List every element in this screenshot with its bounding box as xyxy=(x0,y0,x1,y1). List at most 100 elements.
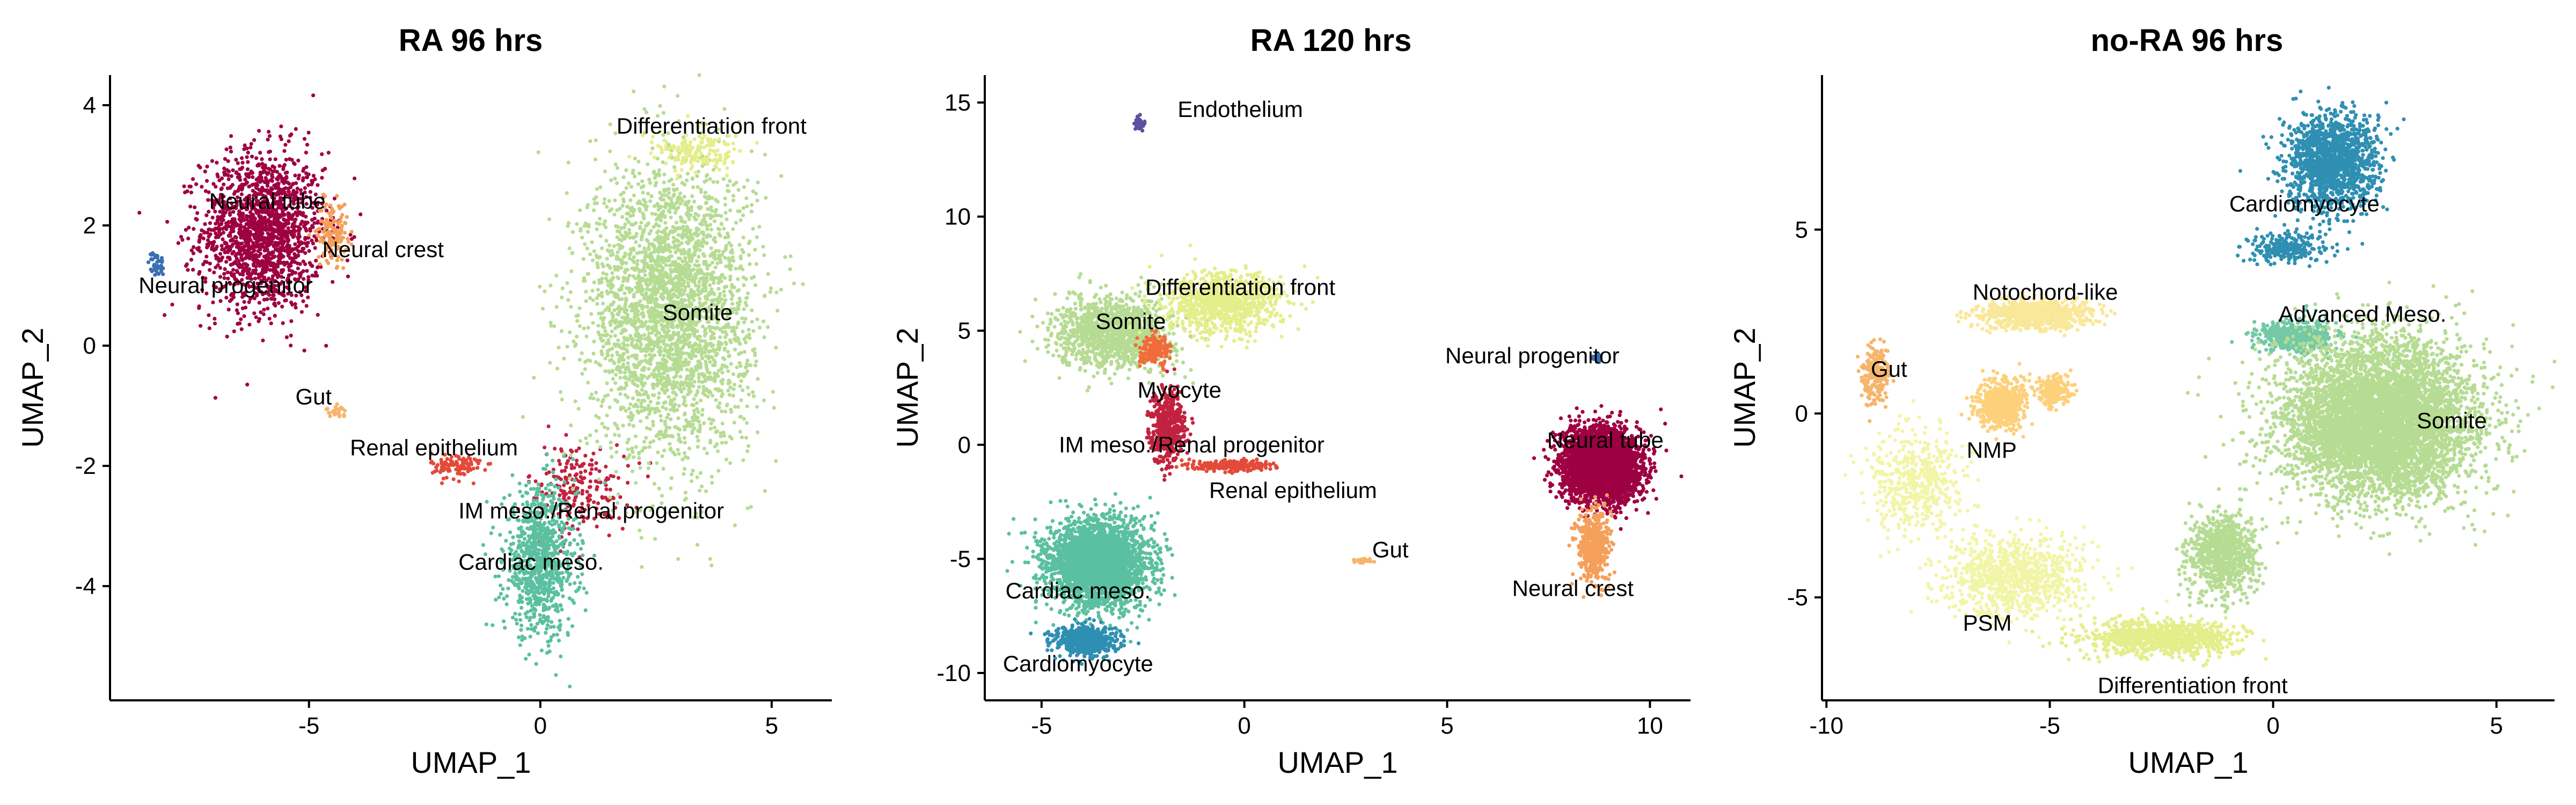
data-point xyxy=(565,577,569,582)
data-point xyxy=(741,388,745,392)
data-point xyxy=(232,329,236,333)
data-point xyxy=(280,304,284,309)
data-point xyxy=(561,575,566,580)
data-point xyxy=(468,467,472,471)
data-point xyxy=(228,145,232,150)
data-point xyxy=(207,235,211,239)
data-point xyxy=(801,282,805,287)
data-point xyxy=(266,137,270,142)
data-point xyxy=(236,161,240,165)
data-point xyxy=(766,272,770,276)
data-point xyxy=(210,215,215,219)
data-point xyxy=(613,162,618,166)
data-point xyxy=(277,240,282,245)
data-point xyxy=(237,230,241,235)
data-point xyxy=(584,334,589,339)
data-point xyxy=(642,216,646,221)
data-point xyxy=(642,246,647,251)
data-point xyxy=(587,485,592,489)
data-point xyxy=(279,124,283,129)
data-point xyxy=(541,619,546,624)
data-point xyxy=(627,453,632,457)
data-point xyxy=(247,246,251,250)
data-point xyxy=(225,334,229,339)
data-point xyxy=(555,367,560,371)
data-point xyxy=(521,589,525,593)
data-point xyxy=(309,263,313,267)
data-point xyxy=(481,543,486,547)
data-point xyxy=(267,317,272,321)
data-point xyxy=(194,182,199,186)
data-point xyxy=(547,217,552,222)
data-point xyxy=(574,462,579,466)
data-point xyxy=(236,175,240,179)
data-point xyxy=(648,199,653,203)
data-point xyxy=(218,193,223,197)
data-point xyxy=(281,180,286,184)
data-point xyxy=(159,264,163,268)
data-point xyxy=(662,448,667,453)
data-point xyxy=(248,145,253,150)
data-point xyxy=(533,590,538,594)
data-point xyxy=(745,404,749,408)
data-point xyxy=(588,433,592,437)
data-point xyxy=(320,152,324,156)
data-point xyxy=(716,287,721,291)
data-point xyxy=(260,157,264,162)
data-point xyxy=(581,541,585,545)
data-point xyxy=(562,480,567,484)
data-point xyxy=(521,576,525,581)
data-point xyxy=(538,284,542,289)
data-point xyxy=(637,461,641,465)
data-point xyxy=(700,324,705,329)
data-point xyxy=(535,621,539,626)
data-point xyxy=(311,173,316,178)
data-point xyxy=(188,204,193,209)
data-point xyxy=(686,456,690,460)
data-point xyxy=(591,396,596,401)
data-point xyxy=(253,236,257,241)
data-point xyxy=(676,433,680,437)
data-point xyxy=(596,324,601,328)
data-point xyxy=(551,458,555,463)
data-point xyxy=(448,462,452,467)
data-point xyxy=(544,631,548,635)
data-point xyxy=(574,449,579,453)
data-point xyxy=(247,185,251,189)
data-point xyxy=(293,229,297,233)
data-point xyxy=(254,177,259,181)
data-point xyxy=(704,191,708,195)
data-point xyxy=(533,608,537,612)
data-point xyxy=(694,401,699,405)
data-point xyxy=(544,526,549,531)
data-point xyxy=(504,539,508,543)
data-point xyxy=(296,228,301,232)
data-point xyxy=(293,270,298,275)
data-point xyxy=(594,253,598,258)
data-point xyxy=(230,219,234,224)
data-point xyxy=(535,532,539,537)
data-point xyxy=(674,207,679,211)
data-point xyxy=(276,175,281,179)
data-point xyxy=(222,182,226,187)
data-point xyxy=(751,390,755,394)
data-point xyxy=(595,261,599,265)
data-point xyxy=(738,254,743,259)
data-point xyxy=(669,476,674,480)
data-point xyxy=(576,588,580,592)
data-point xyxy=(296,244,301,248)
data-point xyxy=(613,295,618,299)
data-point xyxy=(229,174,233,178)
data-point xyxy=(538,577,543,581)
data-point xyxy=(303,262,308,266)
data-point xyxy=(642,265,646,269)
data-point xyxy=(538,613,542,617)
data-point xyxy=(339,215,343,220)
data-point xyxy=(604,272,609,276)
data-point xyxy=(204,254,209,259)
data-point xyxy=(718,335,722,339)
data-point xyxy=(605,204,609,209)
data-point xyxy=(273,254,277,259)
data-point xyxy=(304,229,309,233)
data-point xyxy=(604,434,609,438)
